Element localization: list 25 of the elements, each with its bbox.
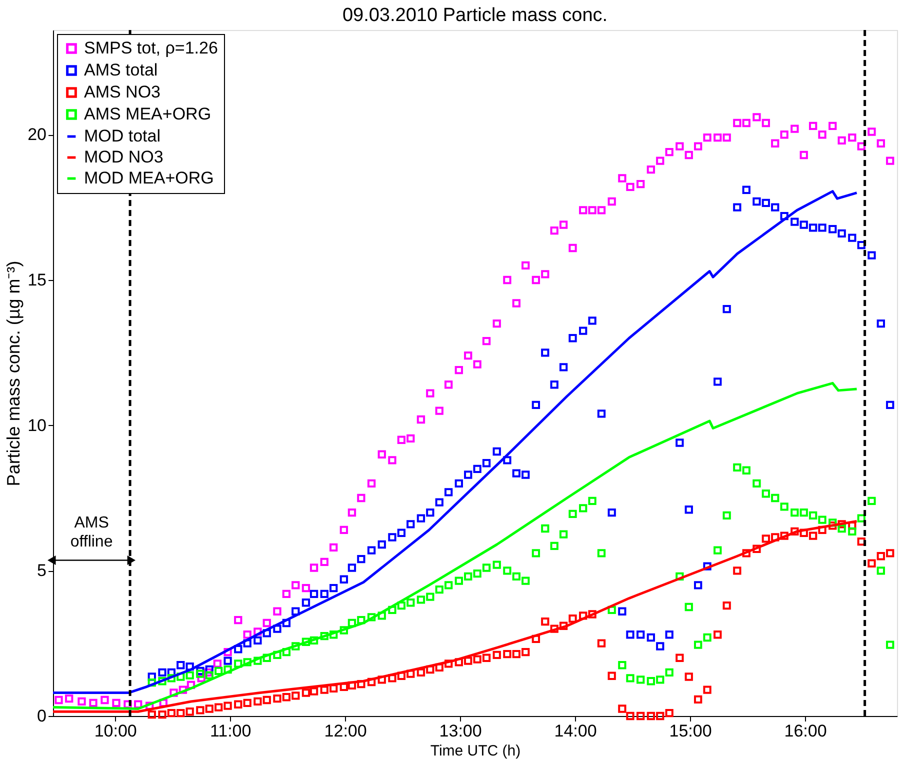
x-tick-label: 10:00 bbox=[94, 722, 137, 740]
x-tick-label: 13:00 bbox=[439, 722, 482, 740]
y-axis-title: Particle mass conc. (µg m⁻³) bbox=[4, 260, 24, 486]
annotation: AMS offline bbox=[70, 514, 113, 550]
legend-label: MOD total bbox=[84, 126, 161, 146]
x-tick-label: 15:00 bbox=[669, 722, 712, 740]
y-tick-label: 15 bbox=[28, 270, 46, 290]
y-tick-label: 20 bbox=[28, 125, 46, 144]
y-tick-label: 5 bbox=[37, 561, 46, 580]
x-tick-label: 16:00 bbox=[784, 722, 827, 740]
legend-label: AMS total bbox=[84, 60, 158, 80]
chart-title: 09.03.2010 Particle mass conc. bbox=[342, 4, 608, 26]
y-tick-label: 0 bbox=[37, 706, 46, 726]
legend-label: MOD MEA+ORG bbox=[84, 168, 214, 188]
legend-label: AMS MEA+ORG bbox=[84, 104, 212, 124]
legend-label: AMS NO3 bbox=[84, 82, 161, 102]
legend-label: SMPS tot, ρ=1.26 bbox=[84, 38, 218, 58]
x-tick-label: 11:00 bbox=[210, 722, 252, 740]
x-tick-label: 12:00 bbox=[324, 722, 367, 740]
x-tick-label: 14:00 bbox=[554, 722, 597, 740]
line-series bbox=[52, 190, 858, 694]
x-axis-title: Time UTC (h) bbox=[430, 742, 521, 760]
line-series bbox=[52, 382, 858, 710]
legend-label: MOD NO3 bbox=[84, 148, 164, 166]
y-tick-label: 10 bbox=[28, 416, 46, 435]
